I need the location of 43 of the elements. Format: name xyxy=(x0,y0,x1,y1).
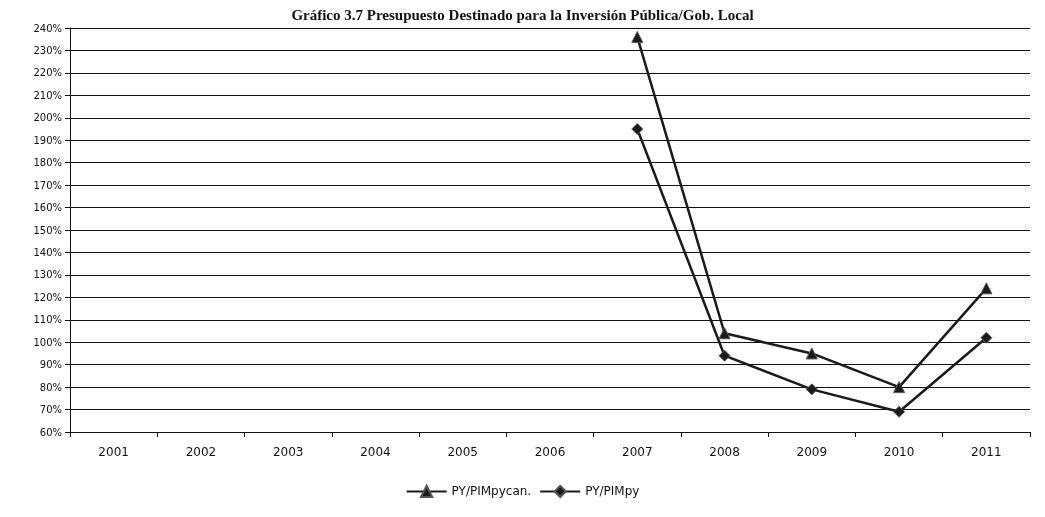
x-tick-label: 2002 xyxy=(185,445,217,459)
x-tick-label: 2001 xyxy=(98,445,129,459)
x-tick-label: 2004 xyxy=(360,445,391,459)
x-tick-label: 2005 xyxy=(447,445,478,459)
y-tick-label: 110% xyxy=(33,314,62,326)
point xyxy=(718,327,731,340)
y-tick-label: 190% xyxy=(33,134,62,146)
point xyxy=(631,30,644,43)
y-tick-label: 150% xyxy=(33,224,62,236)
y-tick-label: 170% xyxy=(33,179,62,191)
y-tick-label: 140% xyxy=(33,246,62,258)
legend-label: PY/PIMpy xyxy=(585,484,640,499)
chart-title: Gráfico 3.7 Presupuesto Destinado para la Inversión Pública/Gob. Local xyxy=(291,6,754,23)
y-tick-label: 230% xyxy=(33,44,62,56)
point xyxy=(980,331,993,344)
point xyxy=(893,405,906,418)
x-tick-label: 2011 xyxy=(971,445,1002,459)
y-tick-label: 80% xyxy=(39,381,62,393)
y-tick-label: 200% xyxy=(33,112,62,124)
y-tick-label: 60% xyxy=(39,426,62,438)
x-tick-label: 2007 xyxy=(622,445,653,459)
y-tick-label: 90% xyxy=(39,359,62,371)
legend-label: PY/PIMpycan. xyxy=(451,484,532,499)
x-tick-label: 2003 xyxy=(272,445,304,459)
x-tick-label: 2006 xyxy=(534,445,566,459)
y-tick-label: 100% xyxy=(33,336,62,348)
point xyxy=(893,381,906,394)
point xyxy=(805,347,818,360)
point xyxy=(631,123,644,135)
point xyxy=(980,282,993,295)
y-tick-label: 220% xyxy=(33,67,62,79)
y-tick-label: 120% xyxy=(33,291,62,303)
x-tick-label: 2010 xyxy=(883,445,915,459)
y-tick-label: 160% xyxy=(33,202,62,214)
point xyxy=(805,383,818,396)
y-tick-label: 240% xyxy=(33,22,62,34)
x-tick-label: 2009 xyxy=(796,445,828,459)
y-tick-label: 70% xyxy=(39,404,62,416)
y-tick-label: 210% xyxy=(33,89,62,101)
y-tick-label: 130% xyxy=(33,269,62,281)
y-tick-label: 180% xyxy=(33,157,62,169)
point xyxy=(718,349,731,362)
x-tick-label: 2008 xyxy=(709,445,740,459)
